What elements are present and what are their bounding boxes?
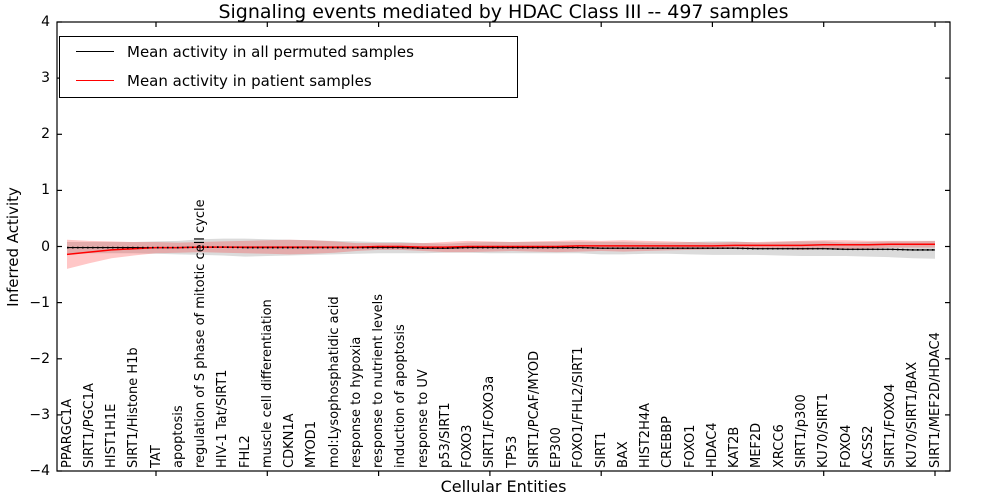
x-tick-label: ACSS2 bbox=[860, 425, 876, 468]
red-line-swatch bbox=[76, 80, 114, 81]
x-tick-label: SIRT1/FOXO3a bbox=[482, 375, 498, 468]
x-tick-label: FOXO1/FHL2/SIRT1 bbox=[571, 346, 587, 468]
x-tick-label: SIRT1/PCAF/MYOD bbox=[526, 350, 542, 468]
x-tick-label: KU70/SIRT1/BAX bbox=[905, 361, 921, 468]
x-tick-label: EP300 bbox=[549, 427, 565, 468]
x-tick-label: p53/SIRT1 bbox=[437, 402, 453, 468]
x-tick-label: FOXO1 bbox=[682, 424, 698, 468]
legend-label: Mean activity in all permuted samples bbox=[127, 42, 414, 61]
legend-item-permuted: Mean activity in all permuted samples bbox=[60, 37, 517, 66]
y-tick-label: 4 bbox=[41, 14, 50, 30]
x-tick-label: XRCC6 bbox=[771, 424, 787, 468]
x-tick-label: FHL2 bbox=[237, 435, 253, 468]
x-tick-label: SIRT1/PGC1A bbox=[81, 383, 97, 468]
legend: Mean activity in all permuted samples Me… bbox=[59, 36, 518, 98]
x-axis-label: Cellular Entities bbox=[440, 477, 567, 496]
x-tick-label: HIST1H1E bbox=[104, 403, 119, 468]
legend-label: Mean activity in patient samples bbox=[127, 71, 372, 90]
x-tick-label: FOXO4 bbox=[838, 424, 854, 468]
x-tick-label: CREBBP bbox=[660, 416, 676, 468]
y-tick-label: 1 bbox=[41, 182, 50, 198]
x-tick-label: TP53 bbox=[504, 435, 520, 468]
x-tick-label: induction of apoptosis bbox=[393, 324, 409, 468]
x-tick-label: HIV-1 Tat/SIRT1 bbox=[215, 369, 231, 468]
x-tick-label: TAT bbox=[148, 445, 164, 468]
x-tick-label: mol:Lysophosphatidic acid bbox=[326, 296, 342, 468]
x-tick-label: SIRT1/Histone H1b bbox=[126, 347, 142, 468]
x-tick-label: CDKN1A bbox=[282, 413, 298, 468]
x-tick-label: PPARGC1A bbox=[59, 398, 75, 468]
x-tick-label: response to hypoxia bbox=[348, 336, 364, 468]
y-tick-label: 2 bbox=[41, 126, 50, 142]
y-tick-label: −3 bbox=[29, 407, 50, 423]
x-tick-label: HDAC4 bbox=[704, 422, 720, 468]
y-tick-label: −4 bbox=[29, 463, 50, 479]
x-tick-label: KAT2B bbox=[727, 426, 743, 468]
y-tick-label: 0 bbox=[41, 239, 50, 255]
x-tick-label: HIST2H4A bbox=[638, 402, 654, 468]
x-tick-label: SIRT1/FOXO4 bbox=[883, 383, 898, 468]
y-axis-label: Inferred Activity bbox=[4, 187, 22, 307]
x-tick-label: muscle cell differentiation bbox=[259, 299, 275, 468]
legend-item-patient: Mean activity in patient samples bbox=[60, 66, 517, 95]
x-tick-label: MYOD1 bbox=[304, 421, 320, 468]
y-tick-label: 3 bbox=[41, 70, 50, 86]
x-tick-label: response to UV bbox=[415, 369, 431, 468]
x-tick-label: SIRT1/MEF2D/HDAC4 bbox=[927, 332, 943, 468]
x-tick-label: SIRT1/p300 bbox=[794, 394, 809, 468]
x-tick-label: apoptosis bbox=[170, 405, 186, 468]
x-tick-label: FOXO3 bbox=[460, 424, 476, 468]
y-tick-label: −2 bbox=[29, 351, 50, 367]
x-tick-label: BAX bbox=[615, 441, 631, 468]
patient-mean-line bbox=[66, 243, 935, 256]
y-tick-label: −1 bbox=[29, 295, 50, 311]
black-line-swatch bbox=[76, 51, 114, 52]
confidence-band bbox=[67, 238, 935, 259]
chart-title: Signaling events mediated by HDAC Class … bbox=[218, 1, 789, 23]
x-tick-label: regulation of S phase of mitotic cell cy… bbox=[193, 199, 208, 468]
x-tick-label: MEF2D bbox=[749, 422, 765, 468]
x-tick-label: KU70/SIRT1 bbox=[816, 393, 832, 468]
x-tick-label: response to nutrient levels bbox=[371, 293, 387, 468]
x-tick-label: SIRT1 bbox=[593, 431, 609, 468]
